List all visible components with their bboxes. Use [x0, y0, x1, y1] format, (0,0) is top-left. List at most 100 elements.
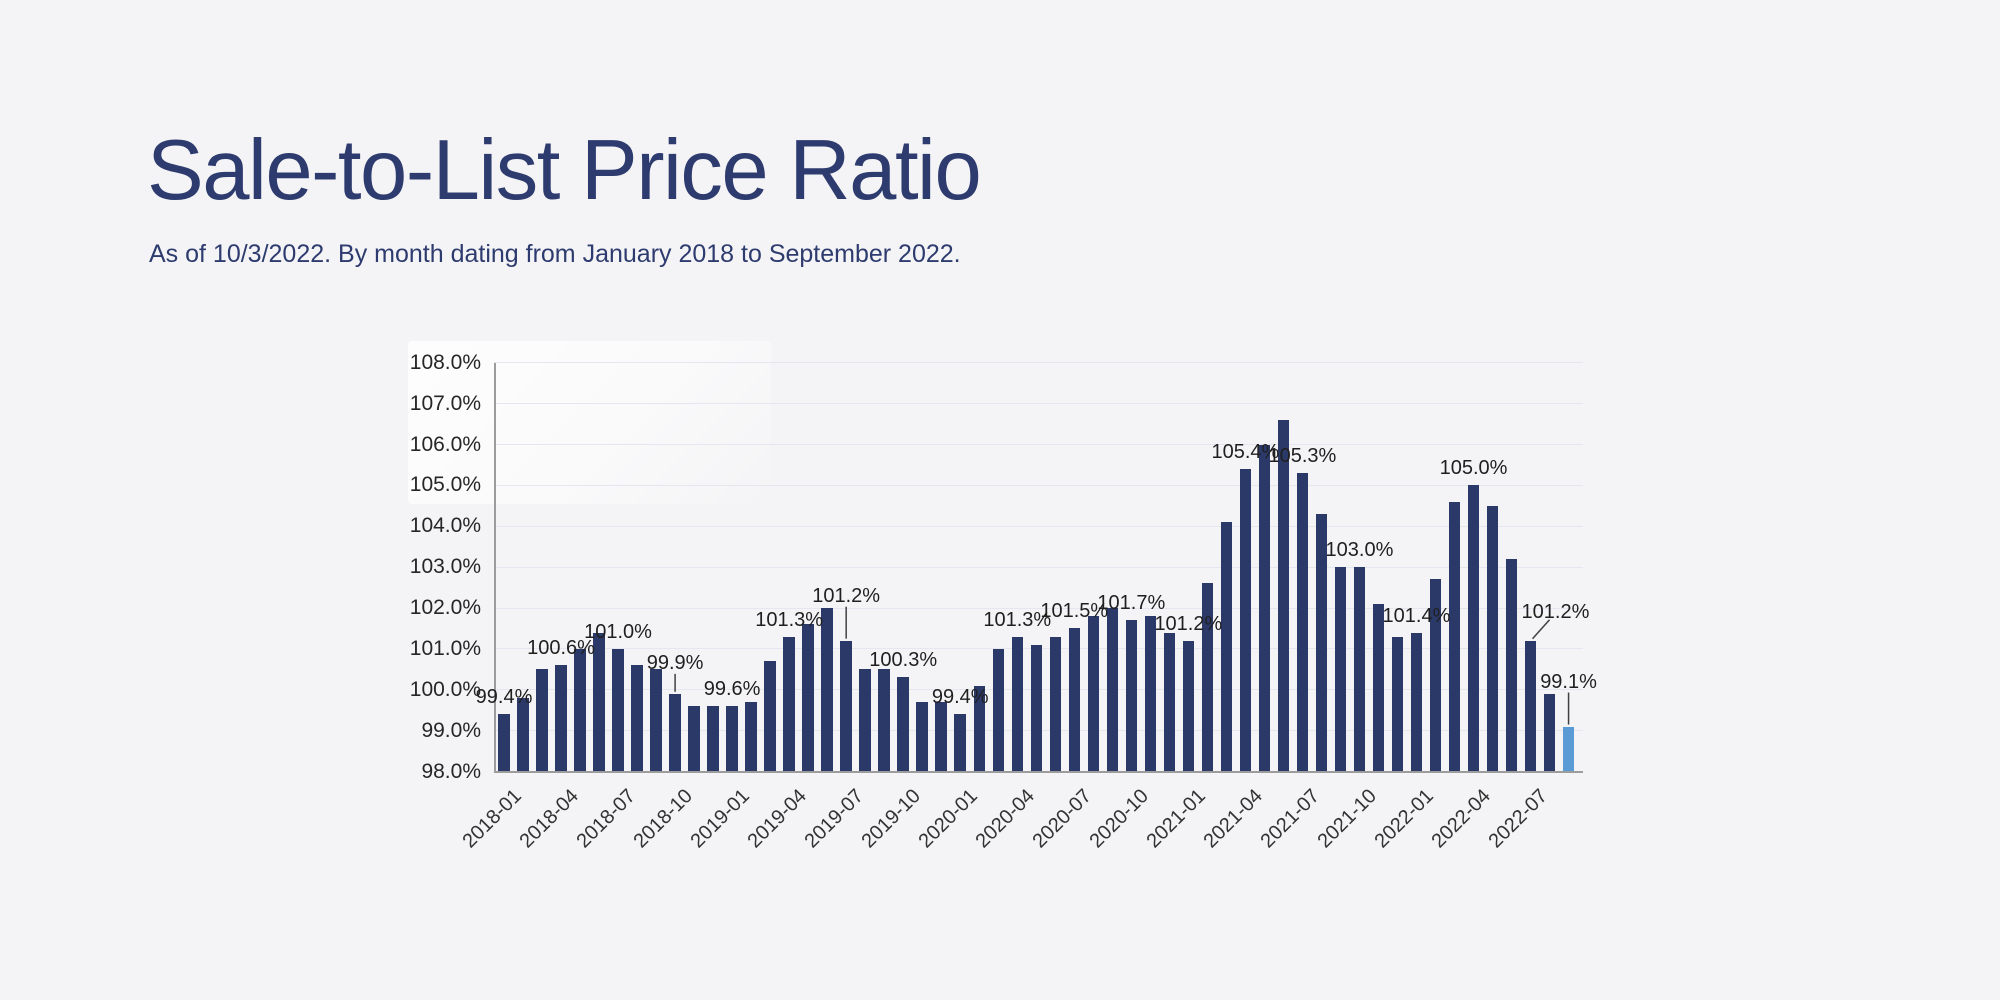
data-label: 99.1% [1540, 670, 1597, 693]
x-axis-line [493, 770, 1583, 773]
x-axis-label: 2022-01 [1370, 785, 1439, 853]
bar [1011, 636, 1024, 772]
bar [1201, 583, 1214, 772]
bar [498, 714, 510, 772]
bar-highlighted [1562, 726, 1575, 772]
x-axis-label: 2020-01 [914, 785, 982, 853]
y-axis-label: 99.0% [421, 718, 481, 742]
bar [821, 608, 833, 772]
bar [916, 702, 928, 772]
bar [669, 693, 681, 772]
x-axis-label: 2021-07 [1256, 785, 1324, 853]
x-axis-label: 2019-10 [857, 785, 925, 853]
bar [840, 640, 852, 772]
bar [1087, 616, 1100, 772]
y-axis-label: 108.0% [409, 350, 481, 374]
bar [631, 665, 643, 772]
data-label: 99.9% [646, 651, 704, 674]
data-label: 105.3% [1268, 445, 1337, 468]
x-axis-label: 2021-10 [1313, 785, 1382, 853]
data-label: 103.0% [1325, 539, 1394, 562]
y-axis-label: 105.0% [409, 473, 481, 497]
bar [859, 669, 871, 772]
chart-background-highlight-panel [408, 341, 771, 504]
y-axis-label: 98.0% [421, 759, 481, 783]
bar [555, 665, 567, 772]
bar [1106, 608, 1119, 772]
x-axis-label: 2022-04 [1427, 785, 1496, 853]
gridline [493, 444, 1583, 446]
bar [1296, 473, 1309, 772]
data-label: 101.3% [755, 608, 824, 631]
y-axis-label: 101.0% [409, 636, 481, 660]
x-axis-label: 2018-04 [515, 785, 583, 853]
bar [707, 706, 719, 772]
data-label: 105.0% [1439, 457, 1508, 480]
x-axis-label: 2021-01 [1142, 785, 1210, 853]
y-axis-label: 100.0% [409, 677, 481, 701]
bar [745, 702, 757, 772]
bar [1543, 693, 1556, 772]
page-title: Sale-to-List Price Ratio [147, 123, 982, 218]
bar [1486, 505, 1499, 772]
bar [954, 714, 966, 772]
y-axis-line [493, 362, 496, 773]
bar [1030, 644, 1043, 772]
bar [935, 702, 947, 772]
data-label: 100.6% [527, 637, 595, 660]
bar [1258, 444, 1271, 772]
data-label: 101.4% [1382, 604, 1451, 627]
data-label: 101.2% [1154, 612, 1223, 635]
bar [1239, 469, 1252, 772]
bar [897, 677, 909, 772]
bar [593, 632, 605, 772]
data-label: 99.4% [475, 686, 533, 709]
data-label: 105.4% [1211, 441, 1280, 464]
bar [1334, 567, 1347, 772]
x-axis-label: 2019-01 [686, 785, 754, 853]
gridline [493, 607, 1583, 609]
y-axis-label: 104.0% [409, 514, 481, 538]
data-label: 101.0% [584, 620, 652, 643]
bar [1391, 636, 1404, 772]
bar [1049, 636, 1062, 772]
bar [802, 624, 814, 772]
bar [1505, 558, 1518, 772]
data-label: 101.2% [812, 584, 881, 607]
bar [1125, 620, 1138, 772]
data-label: 101.7% [1097, 592, 1166, 615]
x-axis-label: 2019-07 [800, 785, 868, 853]
bar [764, 661, 776, 772]
gridline [493, 566, 1583, 568]
y-axis-label: 107.0% [409, 391, 481, 415]
bar [973, 685, 985, 772]
x-axis-label: 2020-10 [1085, 785, 1153, 853]
x-axis-label: 2019-04 [743, 785, 811, 853]
data-label: 99.4% [931, 686, 989, 709]
y-axis-label: 106.0% [409, 432, 481, 456]
data-label: 101.3% [983, 608, 1052, 631]
bar [878, 669, 890, 772]
x-axis-label: 2018-07 [572, 785, 640, 853]
bar [517, 697, 529, 772]
data-label: 99.6% [703, 678, 761, 701]
gridline [493, 525, 1583, 527]
bar [1182, 640, 1195, 772]
bar [1163, 632, 1176, 772]
bar [1448, 501, 1461, 772]
bar [536, 669, 548, 772]
bar [1353, 567, 1366, 772]
bar [1372, 603, 1385, 772]
bar [1277, 420, 1290, 772]
bar [650, 669, 662, 772]
bar [1220, 522, 1233, 772]
x-axis-label: 2020-07 [1028, 785, 1096, 853]
bar [574, 648, 586, 772]
bar [1524, 640, 1537, 772]
y-axis-label: 102.0% [409, 596, 481, 620]
bar [688, 706, 700, 772]
bar [1429, 579, 1442, 772]
